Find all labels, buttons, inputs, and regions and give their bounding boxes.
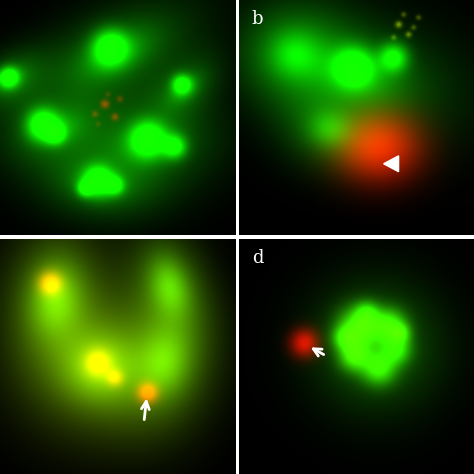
Text: d: d bbox=[252, 248, 264, 266]
Polygon shape bbox=[383, 156, 399, 172]
Text: b: b bbox=[252, 10, 264, 28]
